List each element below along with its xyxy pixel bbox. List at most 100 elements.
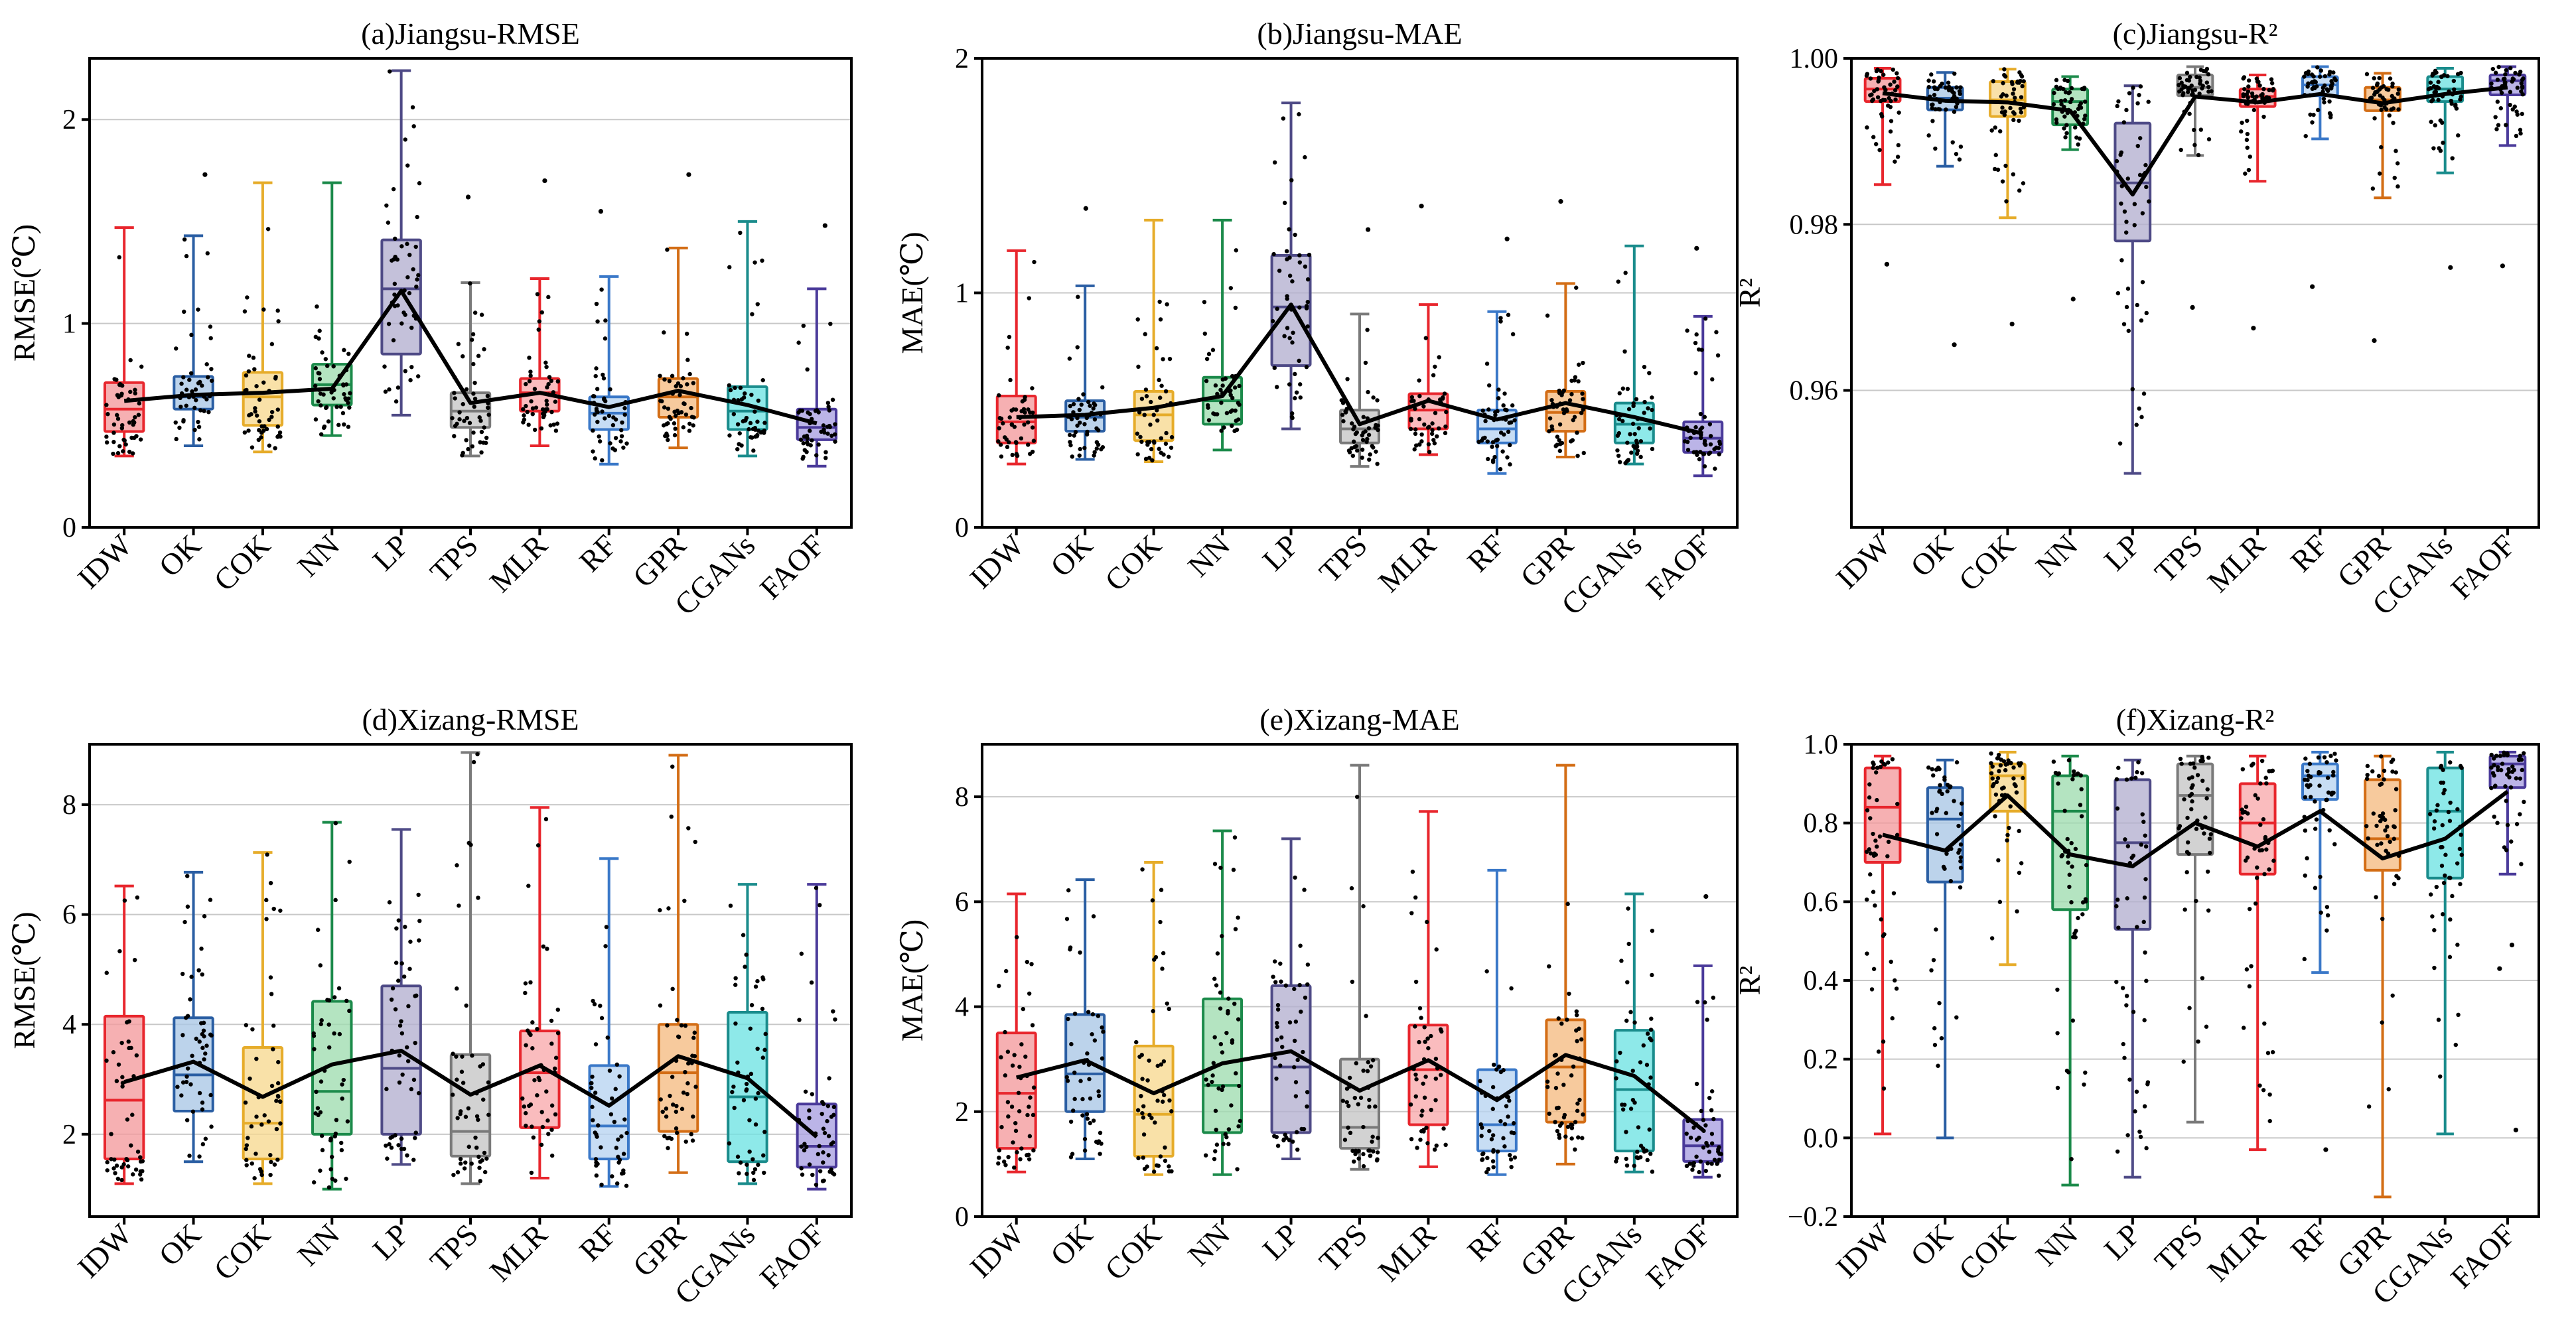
sample-point xyxy=(608,1112,614,1116)
sample-point xyxy=(1355,448,1360,453)
sample-point xyxy=(1958,859,1963,864)
sample-point xyxy=(187,1154,192,1158)
sample-point xyxy=(1141,1115,1146,1120)
y-tick-label: 8 xyxy=(955,782,969,813)
box-mlr xyxy=(1407,204,1449,456)
sample-point xyxy=(532,387,537,391)
outlier-point xyxy=(1703,894,1709,900)
sample-point xyxy=(1565,409,1569,413)
sample-point xyxy=(1370,1139,1374,1144)
sample-point xyxy=(1573,1120,1578,1124)
box-faof xyxy=(1682,894,1724,1179)
sample-point xyxy=(318,1168,322,1173)
sample-point xyxy=(1707,1150,1712,1154)
sample-point xyxy=(132,957,137,963)
mean-line xyxy=(1882,789,2509,868)
sample-point xyxy=(1290,340,1295,345)
sample-point xyxy=(411,1158,416,1162)
sample-point xyxy=(2385,825,2390,829)
box-cgans xyxy=(2426,67,2465,270)
sample-point xyxy=(2123,230,2129,235)
sample-point xyxy=(119,1040,124,1045)
sample-point xyxy=(1161,1059,1167,1064)
sample-point xyxy=(2377,76,2382,80)
sample-point xyxy=(2396,107,2401,112)
sample-point xyxy=(2012,111,2017,116)
sample-point xyxy=(666,906,671,911)
sample-point xyxy=(2078,803,2083,807)
sample-point xyxy=(1989,771,1994,775)
sample-point xyxy=(129,1143,133,1148)
sample-point xyxy=(807,1108,812,1113)
sample-point xyxy=(760,1006,765,1012)
sample-point xyxy=(276,1059,281,1065)
sample-point xyxy=(2207,836,2212,841)
sample-point xyxy=(2011,172,2016,176)
sample-point xyxy=(999,454,1004,459)
sample-point xyxy=(120,1081,125,1085)
sample-point xyxy=(390,1134,395,1139)
sample-point xyxy=(2377,171,2382,176)
outlier-point xyxy=(822,223,827,228)
sample-point xyxy=(1301,1049,1305,1055)
sample-point xyxy=(1167,1098,1172,1103)
sample-point xyxy=(2254,901,2258,906)
sample-point xyxy=(2017,870,2022,875)
sample-point xyxy=(1616,279,1620,284)
sample-point xyxy=(1482,435,1487,440)
sample-point xyxy=(1153,955,1159,960)
sample-point xyxy=(825,401,831,405)
sample-point xyxy=(2067,872,2072,877)
sample-point xyxy=(530,1020,535,1025)
sample-point xyxy=(1376,1136,1380,1140)
sample-point xyxy=(413,244,418,249)
sample-point xyxy=(1305,1104,1309,1109)
sample-point xyxy=(2500,762,2505,766)
sample-point xyxy=(1630,421,1636,427)
sample-point xyxy=(1883,762,1887,767)
sample-point xyxy=(1068,947,1072,952)
sample-point xyxy=(1293,232,1297,237)
sample-point xyxy=(1020,399,1025,404)
sample-point xyxy=(1169,1109,1174,1114)
sample-point xyxy=(1708,434,1713,438)
sample-point xyxy=(1366,433,1372,437)
sample-point xyxy=(249,412,253,417)
sample-point xyxy=(2064,1068,2070,1073)
sample-point xyxy=(1494,1067,1499,1072)
sample-point xyxy=(2072,125,2078,130)
sample-point xyxy=(2142,1104,2147,1108)
sample-point xyxy=(2374,823,2379,829)
sample-point xyxy=(1693,340,1698,346)
sample-point xyxy=(1625,980,1630,984)
sample-point xyxy=(2308,783,2313,787)
sample-point xyxy=(1574,1012,1579,1018)
sample-point xyxy=(803,1089,808,1094)
sample-point xyxy=(1214,1142,1220,1147)
sample-point xyxy=(690,1053,695,1058)
sample-point xyxy=(553,1112,558,1117)
sample-point xyxy=(2244,858,2248,863)
sample-point xyxy=(482,1169,488,1175)
sample-point xyxy=(611,415,616,420)
sample-point xyxy=(762,1170,766,1175)
sample-point xyxy=(2382,777,2386,782)
sample-point xyxy=(2141,919,2146,925)
sample-point xyxy=(684,331,689,336)
sample-point xyxy=(2370,186,2376,191)
sample-point xyxy=(1210,1079,1214,1085)
sample-point xyxy=(130,1112,135,1117)
sample-point xyxy=(1414,1077,1419,1082)
box-rf xyxy=(1476,868,1518,1176)
sample-point xyxy=(2250,763,2254,768)
sample-point xyxy=(1078,420,1082,425)
sample-point xyxy=(257,419,262,424)
sample-point xyxy=(1349,446,1354,450)
sample-point xyxy=(1926,765,1931,770)
sample-point xyxy=(1557,1123,1563,1128)
sample-point xyxy=(2080,86,2085,92)
sample-point xyxy=(1429,1034,1433,1039)
sample-point xyxy=(1879,111,1884,117)
sample-point xyxy=(2122,1055,2127,1060)
